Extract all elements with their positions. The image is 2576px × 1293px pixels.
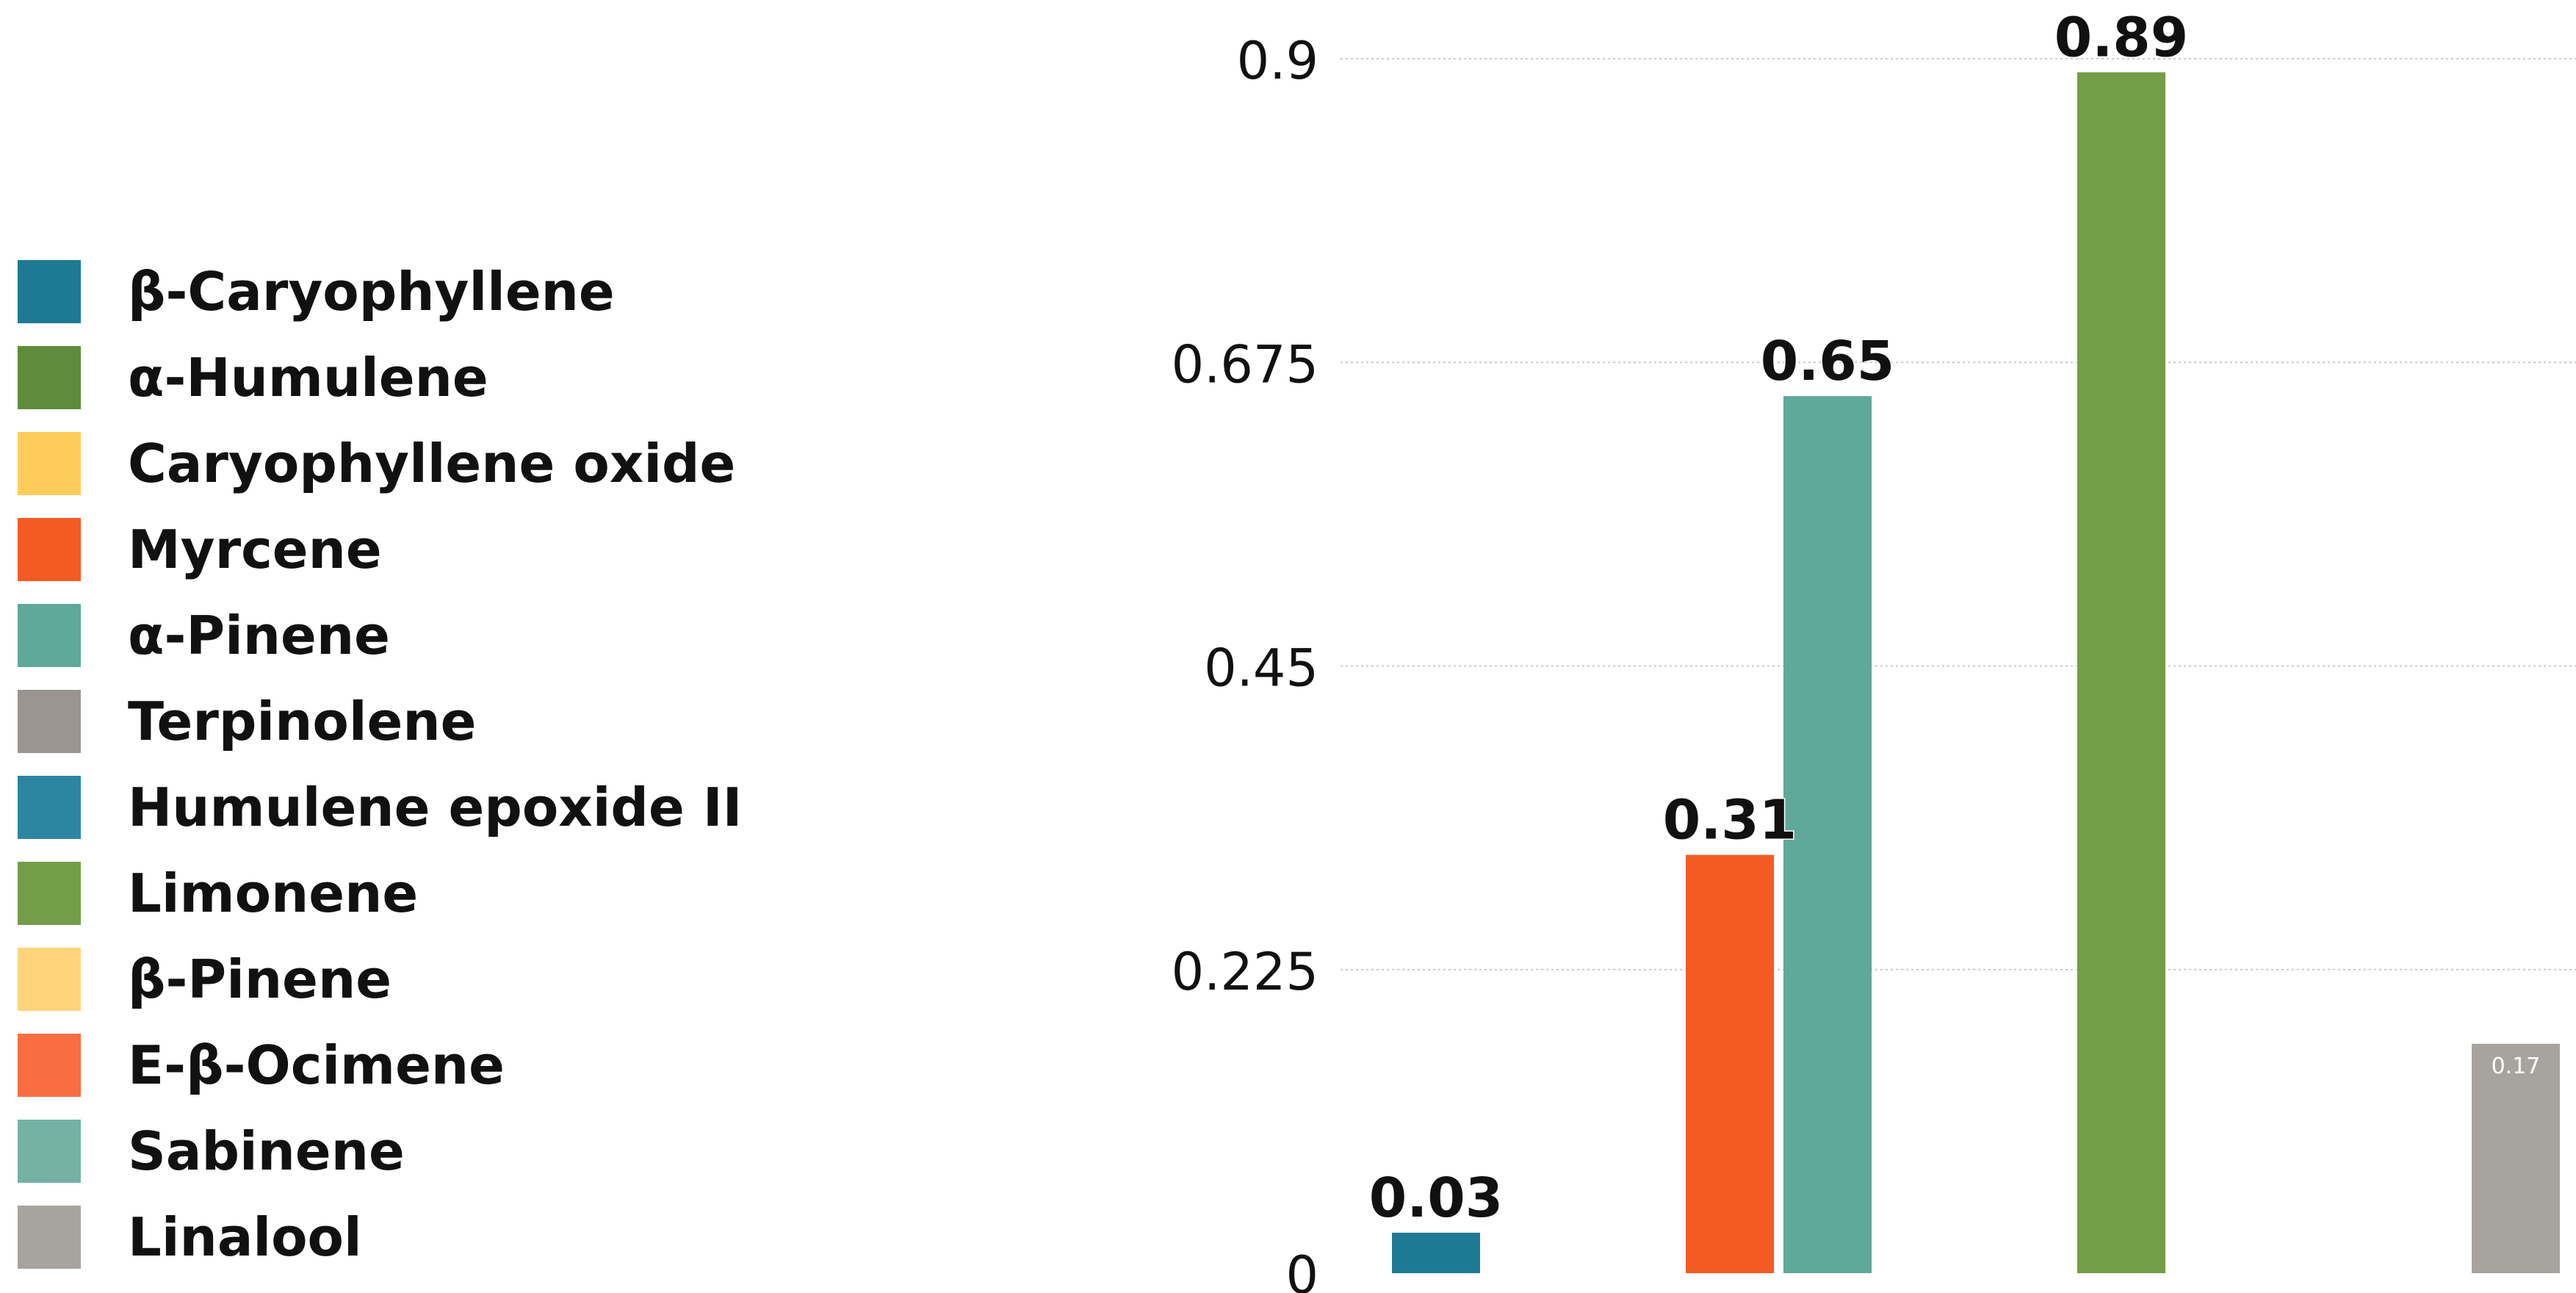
legend-swatch (18, 345, 81, 409)
bar-value-label: 0.17 (2492, 1054, 2541, 1079)
legend-swatch (18, 1033, 81, 1097)
legend-label: Humulene epoxide II (128, 776, 743, 838)
legend-label: β-Caryophyllene (128, 260, 615, 323)
legend-swatch (18, 947, 81, 1011)
legend-item: Myrcene (18, 506, 826, 592)
y-tick-label: 0.675 (1172, 334, 1318, 395)
legend-label: Caryophyllene oxide (128, 432, 736, 494)
legend-label: Terpinolene (128, 690, 477, 752)
legend-item: Sabinene (18, 1108, 826, 1194)
legend-item: E-β-Ocimene (18, 1022, 826, 1108)
bar (1686, 854, 1774, 1273)
bars (1392, 72, 2560, 1273)
y-tick-label: 0 (1285, 1245, 1318, 1293)
legend-item: Linalool (18, 1194, 826, 1280)
legend-label: E-β-Ocimene (128, 1034, 505, 1096)
legend-label: α-Pinene (128, 604, 390, 666)
legend-label: Sabinene (128, 1120, 405, 1182)
bar-value-label: 0.03 (1369, 1167, 1504, 1230)
legend-swatch (18, 1205, 81, 1269)
y-tick-label: 0.225 (1172, 942, 1318, 1002)
legend-label: β-Pinene (128, 948, 392, 1010)
legend-swatch (18, 1119, 81, 1183)
legend-label: Limonene (128, 862, 419, 924)
bar (1392, 1232, 1480, 1273)
legend-item: Humulene epoxide II (18, 764, 826, 850)
legend-item: α-Humulene (18, 334, 826, 420)
gridlines (1341, 58, 2576, 970)
legend-swatch (18, 689, 81, 753)
data-labels: 0.03 0.31 0.65 0.89 0.17 (1368, 5, 2541, 1231)
legend: β-Caryophyllene α-Humulene Caryophyllene o… (18, 248, 826, 1280)
bar (1783, 396, 1872, 1273)
y-tick-label: 0.9 (1237, 31, 1318, 91)
y-axis-ticks: 0 0.225 0.45 0.675 0.9 (1172, 31, 1318, 1293)
legend-swatch (18, 775, 81, 839)
legend-item: Terpinolene (18, 678, 826, 764)
bar-value-label: 0.31 (1663, 789, 1797, 852)
legend-swatch (18, 259, 81, 323)
y-tick-label: 0.45 (1204, 638, 1318, 699)
bar (2472, 1043, 2560, 1273)
legend-swatch (18, 431, 81, 495)
bar (2077, 72, 2165, 1273)
legend-item: β-Caryophyllene (18, 248, 826, 334)
legend-item: Limonene (18, 850, 826, 936)
legend-swatch (18, 603, 81, 667)
bar-value-label: 0.89 (2054, 6, 2189, 69)
legend-item: β-Pinene (18, 936, 826, 1022)
legend-swatch (18, 861, 81, 925)
legend-label: Linalool (128, 1206, 362, 1268)
legend-item: Caryophyllene oxide (18, 420, 826, 506)
legend-swatch (18, 517, 81, 581)
legend-item: α-Pinene (18, 592, 826, 678)
bar-value-label: 0.65 (1761, 330, 1895, 393)
legend-label: Myrcene (128, 518, 382, 580)
legend-label: α-Humulene (128, 346, 488, 408)
